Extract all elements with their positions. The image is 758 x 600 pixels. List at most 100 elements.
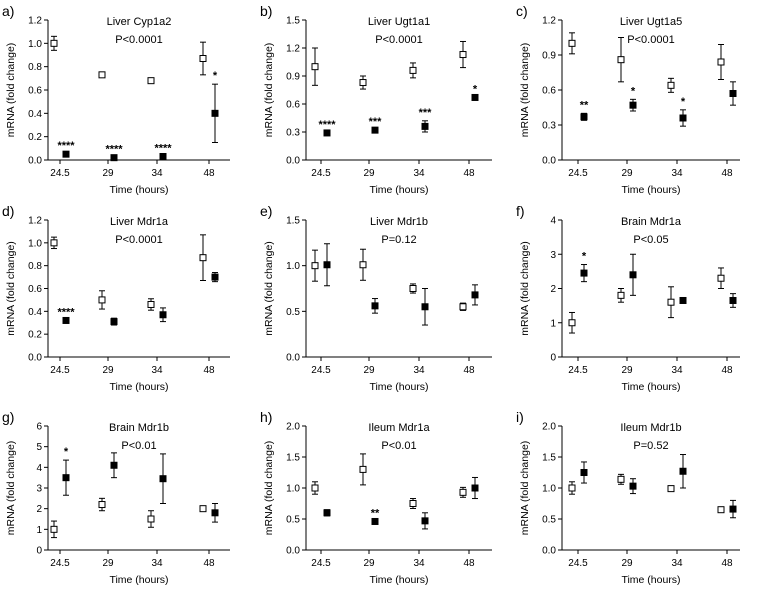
- x-tick-label: 34: [151, 168, 163, 179]
- x-tick-label: 29: [621, 365, 633, 376]
- x-tick-label: 24.5: [50, 558, 70, 569]
- data-point-filled: [580, 469, 588, 476]
- significance-marker: ****: [57, 140, 75, 152]
- data-point-filled: [110, 318, 118, 326]
- y-tick-label: 1.0: [286, 261, 300, 272]
- data-point-filled: [371, 126, 379, 134]
- x-tick-label: 34: [413, 558, 425, 569]
- data-point-open: [568, 484, 576, 492]
- y-tick-label: 4: [36, 463, 42, 474]
- p-value-label: P<0.0001: [627, 34, 674, 46]
- data-point-open: [667, 298, 675, 306]
- y-tick-label: 1.5: [286, 453, 300, 464]
- x-axis-label: Time (hours): [109, 184, 168, 196]
- panel-title: Brain Mdr1a: [621, 216, 682, 228]
- x-tick-label: 24.5: [568, 365, 588, 376]
- y-axis-label: mRNA (fold change): [5, 43, 17, 138]
- chart-panel-4: d) 0.0 0.2 0.4 0.6 0.8 1.0 1.2 24.5 29 34 48 mRNA (f…: [2, 203, 230, 393]
- panel-label: a): [2, 3, 14, 19]
- data-point-filled: [679, 467, 687, 475]
- data-point-filled: [679, 296, 687, 304]
- x-axis-label: Time (hours): [369, 574, 428, 586]
- data-point-open: [459, 488, 467, 496]
- data-point-open: [147, 515, 155, 523]
- y-tick-label: 0.0: [542, 546, 556, 557]
- data-point-open: [459, 303, 467, 311]
- chart-panel-1: a) 0.0 0.2 0.4 0.6 0.8 1.0 1.2 24.5 29 34 48 mRNA (f…: [2, 3, 230, 196]
- x-tick-label: 29: [102, 168, 114, 179]
- data-point-filled: [421, 517, 429, 525]
- y-tick-label: 5: [36, 442, 42, 453]
- significance-marker: ***: [419, 107, 433, 119]
- x-tick-label: 29: [102, 365, 114, 376]
- y-tick-label: 0.9: [542, 51, 556, 62]
- p-value-label: P<0.05: [633, 234, 668, 246]
- y-tick-label: 6: [36, 422, 42, 433]
- data-point-filled: [729, 296, 737, 304]
- y-tick-label: 1.5: [286, 16, 300, 27]
- panel-label: g): [2, 409, 14, 425]
- y-tick-label: 0.5: [286, 515, 300, 526]
- data-point-open: [50, 525, 58, 533]
- p-value-label: P<0.01: [121, 440, 156, 452]
- y-tick-label: 1.0: [28, 238, 42, 249]
- panel-title: Liver Cyp1a2: [107, 16, 172, 28]
- data-point-open: [147, 300, 155, 308]
- x-axis-label: Time (hours): [109, 381, 168, 393]
- data-point-filled: [729, 505, 737, 513]
- data-point-filled: [110, 461, 118, 469]
- y-tick-label: 4: [550, 216, 556, 227]
- y-tick-label: 0.5: [286, 307, 300, 318]
- data-point-open: [409, 66, 417, 74]
- data-point-open: [667, 81, 675, 89]
- x-tick-label: 29: [621, 558, 633, 569]
- y-axis-label: mRNA (fold change): [263, 43, 275, 138]
- data-point-filled: [371, 302, 379, 310]
- data-point-open: [98, 501, 106, 509]
- data-point-open: [617, 291, 625, 299]
- data-point-filled: [159, 153, 167, 160]
- significance-marker: ****: [105, 144, 123, 156]
- x-tick-label: 29: [102, 558, 114, 569]
- panel-label: i): [516, 409, 524, 425]
- y-tick-label: 0.0: [542, 156, 556, 167]
- y-axis-label: mRNA (fold change): [263, 241, 275, 336]
- panel-title: Liver Mdr1b: [370, 216, 428, 228]
- data-point-filled: [323, 509, 331, 517]
- y-tick-label: 3: [550, 250, 556, 261]
- y-tick-label: 0.2: [28, 330, 42, 341]
- data-point-open: [311, 484, 319, 492]
- significance-marker: *: [473, 83, 478, 95]
- x-axis-label: Time (hours): [621, 184, 680, 196]
- y-tick-label: 0.0: [286, 156, 300, 167]
- data-point-filled: [323, 261, 331, 269]
- y-tick-label: 0.8: [28, 62, 42, 73]
- data-point-open: [359, 79, 367, 87]
- x-tick-label: 48: [721, 558, 733, 569]
- chart-panel-9: i) 0.0 0.5 1.0 1.5 2.0 24.5 29 34 48 mRNA (fold ch…: [516, 409, 740, 586]
- data-point-open: [568, 39, 576, 47]
- data-point-open: [199, 55, 207, 62]
- x-axis-label: Time (hours): [621, 574, 680, 586]
- chart-panel-5: e) 0.0 0.5 1.0 1.5 24.5 29 34 48 mRNA (fold chang…: [260, 203, 492, 393]
- significance-marker: *: [631, 85, 636, 97]
- x-tick-label: 48: [203, 168, 215, 179]
- y-tick-label: 1.0: [542, 484, 556, 495]
- x-tick-label: 29: [621, 168, 633, 179]
- data-point-filled: [629, 482, 637, 490]
- panel-title: Liver Mdr1a: [110, 216, 169, 228]
- p-value-label: P<0.0001: [115, 234, 162, 246]
- significance-marker: ***: [369, 116, 383, 128]
- data-point-open: [409, 500, 417, 507]
- data-point-filled: [421, 303, 429, 311]
- x-tick-label: 24.5: [568, 168, 588, 179]
- p-value-label: P<0.01: [381, 440, 416, 452]
- x-tick-label: 48: [721, 168, 733, 179]
- y-tick-label: 2.0: [542, 422, 556, 433]
- y-tick-label: 0.0: [28, 156, 42, 167]
- x-tick-label: 34: [671, 365, 683, 376]
- x-axis-label: Time (hours): [369, 381, 428, 393]
- data-point-open: [667, 485, 675, 493]
